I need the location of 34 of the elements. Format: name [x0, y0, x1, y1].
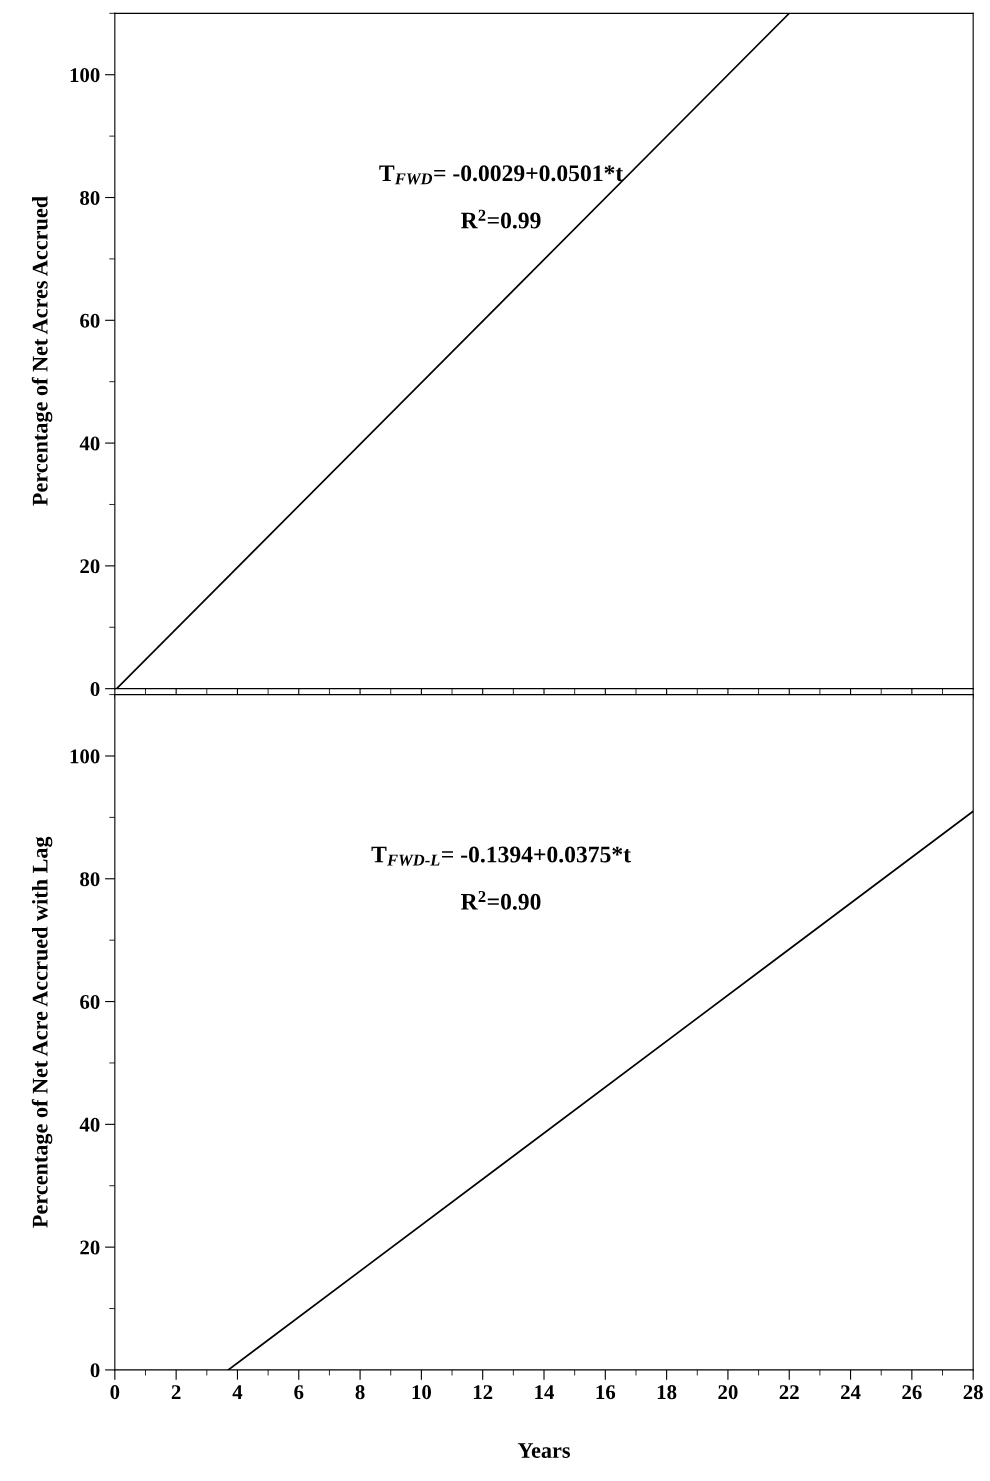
- x-tick-label: 28: [963, 1385, 983, 1400]
- y-tick-label: 20: [80, 1240, 100, 1255]
- x-tick-label: 12: [473, 1385, 493, 1399]
- x-tick-label: 2: [171, 1385, 181, 1399]
- y-tick-label: 40: [79, 436, 100, 451]
- annotation: R$^{2}$=0.90: [461, 890, 541, 910]
- x-axis-title: Years: [517, 1443, 570, 1458]
- x-tick-label: 14: [535, 1385, 555, 1399]
- y-tick-label: 60: [80, 313, 100, 328]
- x-tick-label: 22: [779, 1385, 799, 1399]
- y-tick-label: 100: [70, 68, 100, 83]
- y-tick-label: 40: [79, 1117, 100, 1132]
- x-tick-label: 26: [902, 1385, 922, 1400]
- y-tick-label: 80: [80, 190, 100, 205]
- x-tick-label: 8: [355, 1385, 365, 1400]
- x-tick-label: 16: [596, 1385, 616, 1400]
- y-axis-title: Percentage of Net Acre Accrued with Lag: [31, 836, 53, 1228]
- x-tick-label: 24: [841, 1385, 861, 1399]
- y-axis-title: Percentage of Net Acres Accrued: [31, 196, 53, 506]
- x-tick-label: 0: [110, 1385, 120, 1400]
- annotation: T$_{FWD}$= -0.0029+0.0501*t: [379, 165, 624, 185]
- x-tick-label: 20: [718, 1385, 738, 1400]
- x-tick-label: 6: [294, 1385, 304, 1400]
- annotation: R$^{2}$=0.99: [461, 209, 541, 229]
- y-tick-label: 100: [70, 749, 100, 764]
- y-tick-label: 0: [90, 682, 100, 697]
- y-tick-label: 20: [80, 559, 100, 574]
- x-tick-label: 10: [412, 1385, 432, 1400]
- y-tick-label: 60: [80, 994, 100, 1009]
- y-tick-label: 0: [90, 1363, 100, 1378]
- annotation: T$_{FWD‐L}$= -0.1394+0.0375*t: [371, 846, 631, 866]
- x-tick-label: 4: [232, 1385, 243, 1399]
- x-tick-label: 18: [657, 1385, 677, 1400]
- y-tick-label: 80: [80, 872, 100, 887]
